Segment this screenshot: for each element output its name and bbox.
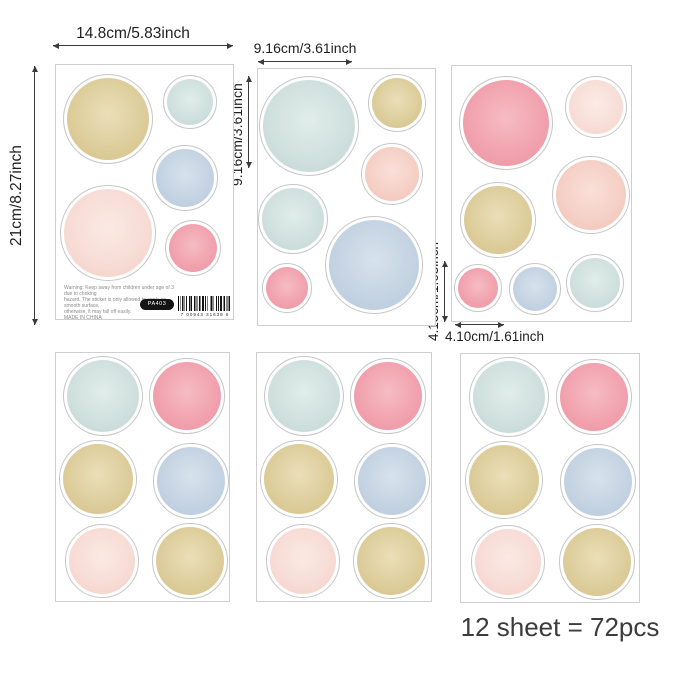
sticker-dot-rose — [149, 358, 225, 434]
sticker-dot-fill — [563, 528, 631, 596]
sticker-dot-light_peach — [565, 76, 627, 138]
sticker-dot-blue — [560, 444, 636, 520]
dimension-arrow-sheet-width — [53, 42, 233, 49]
sticker-dot-mint — [63, 356, 143, 436]
sticker-dot-peach — [552, 156, 630, 234]
sticker-dot-fill — [469, 445, 539, 515]
sticker-sheet-5 — [256, 352, 432, 602]
sticker-dot-fill — [458, 268, 498, 308]
sticker-dot-rose — [262, 263, 312, 313]
sticker-dot-mint — [264, 356, 344, 436]
sticker-dot-fill — [262, 188, 324, 250]
sticker-dot-pale_pink — [65, 524, 139, 598]
sticker-dot-fill — [463, 80, 549, 166]
product-code-badge: PA403 — [140, 299, 174, 310]
sticker-dot-tan — [59, 440, 137, 518]
sticker-sheet-4 — [55, 352, 230, 602]
sticker-dot-mint — [259, 76, 359, 176]
sticker-dot-mint — [566, 254, 624, 312]
sticker-dot-fill — [64, 189, 152, 277]
pack-quantity-text: 12 sheet = 72pcs — [460, 612, 660, 642]
sticker-dot-fill — [329, 220, 419, 310]
sticker-sheet-2 — [257, 68, 436, 326]
sticker-dot-blue — [325, 216, 423, 314]
sticker-dot-fill — [67, 78, 149, 160]
sticker-dot-fill — [156, 149, 214, 207]
sticker-dot-fill — [475, 529, 541, 595]
sticker-dot-fill — [513, 267, 557, 311]
sticker-dot-pale_pink — [266, 524, 340, 598]
sticker-sheet-1: Warning: Keep away from children under a… — [55, 64, 234, 321]
barcode-digits: 7 00943 31639 6 — [180, 312, 230, 317]
dimension-arrow-small-dot-height — [441, 261, 448, 322]
sticker-dot-pale_pink — [60, 185, 156, 281]
sticker-dot-tan — [152, 523, 228, 599]
dimension-arrow-large-dot-width — [258, 58, 352, 65]
sticker-dot-rose — [556, 359, 632, 435]
sticker-dot-rose — [350, 358, 426, 434]
sticker-dot-mint — [258, 184, 328, 254]
sticker-dot-fill — [357, 527, 425, 595]
sticker-dot-tan — [368, 74, 426, 132]
sticker-dot-pale_pink — [471, 525, 545, 599]
sticker-sheet-3 — [451, 65, 632, 322]
sticker-dot-fill — [464, 186, 532, 254]
sticker-dot-tan — [465, 441, 543, 519]
sticker-dot-rose — [459, 76, 553, 170]
sticker-dot-tan — [63, 74, 153, 164]
barcode: 7 00943 31639 6 — [178, 296, 232, 317]
sticker-dot-fill — [157, 447, 225, 515]
sticker-dot-blue — [153, 443, 229, 519]
sticker-dot-fill — [264, 444, 334, 514]
sticker-dot-mint — [469, 357, 549, 437]
sticker-dot-blue — [354, 443, 430, 519]
sticker-dot-fill — [169, 224, 217, 272]
dimension-label-small-dot-width: 4.10cm/1.61inch — [444, 329, 545, 344]
dimension-label-sheet-height: 21cm/8.27inch — [8, 145, 25, 246]
sticker-dot-fill — [560, 363, 628, 431]
sticker-dot-fill — [263, 80, 355, 172]
sticker-dot-mint — [163, 75, 217, 129]
sticker-dot-fill — [167, 79, 213, 125]
sticker-dot-fill — [270, 528, 336, 594]
sticker-dot-fill — [556, 160, 626, 230]
sticker-dot-fill — [268, 360, 340, 432]
sticker-dot-tan — [559, 524, 635, 600]
sticker-dot-tan — [460, 182, 536, 258]
dimension-label-sheet-width: 14.8cm/5.83inch — [76, 25, 190, 42]
dimension-label-large-dot-width: 9.16cm/3.61inch — [253, 40, 357, 56]
sticker-dot-fill — [156, 527, 224, 595]
sticker-dot-fill — [569, 80, 623, 134]
sticker-dot-fill — [266, 267, 308, 309]
sticker-dot-fill — [358, 447, 426, 515]
sticker-dot-fill — [365, 147, 419, 201]
sticker-dot-fill — [372, 78, 422, 128]
sticker-dot-blue — [509, 263, 561, 315]
sticker-sheet-6 — [460, 353, 640, 603]
sticker-dot-rose — [454, 264, 502, 312]
sticker-dot-fill — [473, 361, 545, 433]
warning-text: Warning: Keep away from children under a… — [64, 285, 174, 321]
dimension-arrow-sheet-height — [31, 66, 38, 325]
barcode-bars — [178, 296, 232, 311]
sticker-dot-tan — [260, 440, 338, 518]
sticker-dot-peach — [361, 143, 423, 205]
sticker-dot-blue — [152, 145, 218, 211]
sticker-dot-fill — [564, 448, 632, 516]
sticker-dot-fill — [153, 362, 221, 430]
dimension-arrow-large-dot-height — [245, 76, 252, 168]
sticker-dot-rose — [165, 220, 221, 276]
sticker-dot-fill — [63, 444, 133, 514]
sticker-dot-tan — [353, 523, 429, 599]
sticker-dot-fill — [354, 362, 422, 430]
sticker-dot-fill — [69, 528, 135, 594]
sticker-dot-fill — [570, 258, 620, 308]
sticker-dot-fill — [67, 360, 139, 432]
dimension-arrow-small-dot-width — [455, 321, 504, 328]
